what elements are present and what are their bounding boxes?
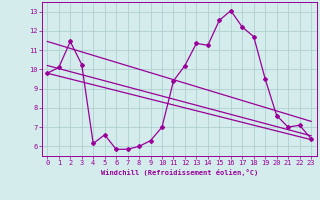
X-axis label: Windchill (Refroidissement éolien,°C): Windchill (Refroidissement éolien,°C) — [100, 169, 258, 176]
